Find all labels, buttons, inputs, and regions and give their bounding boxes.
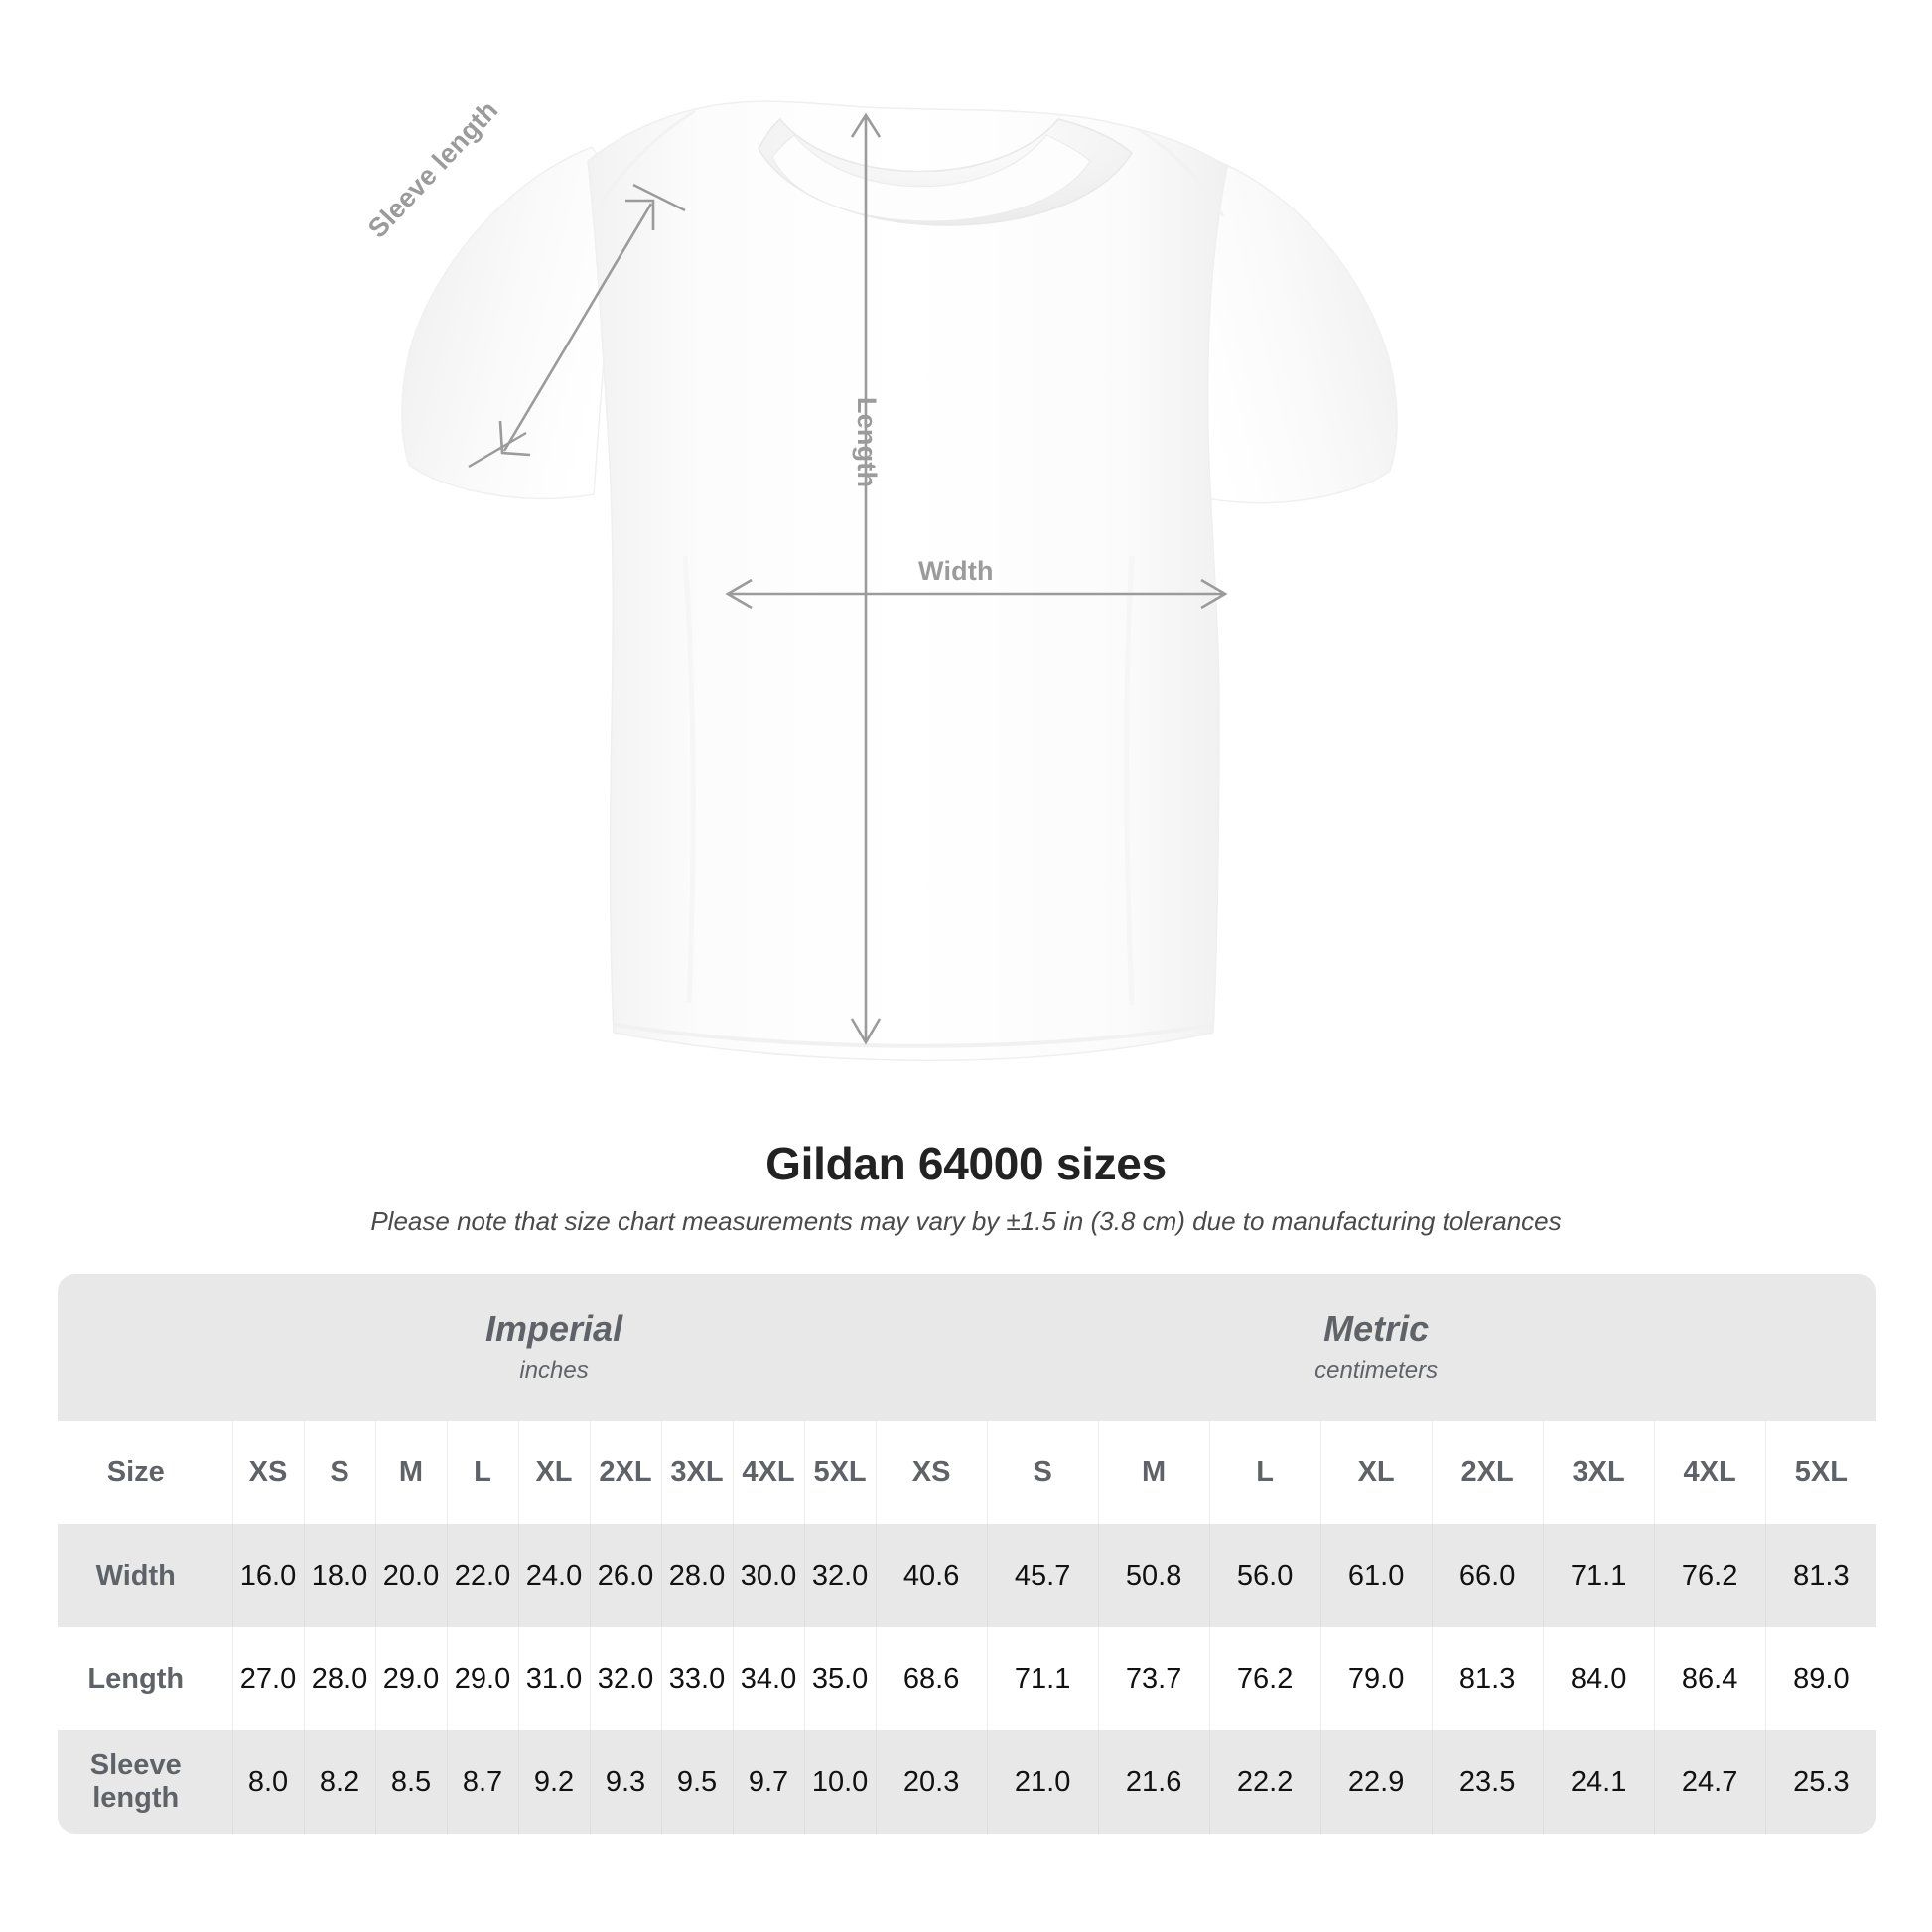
length-imperial-3xl: 33.0: [660, 1627, 733, 1730]
sleeve-imperial-m: 8.5: [374, 1730, 447, 1834]
sleeve-metric-xl: 22.9: [1319, 1730, 1433, 1834]
chart-subtitle: Please note that size chart measurements…: [370, 1206, 1562, 1236]
sleeve-imperial-s: 8.2: [303, 1730, 375, 1834]
sleeve-metric-xs: 20.3: [875, 1730, 988, 1834]
imperial-header: Imperial inches: [232, 1274, 877, 1421]
table-row-sleeve-length: Sleeve length 8.0 8.2 8.5 8.7 9.2 9.3 9.…: [58, 1730, 1877, 1834]
length-imperial-s: 28.0: [303, 1627, 375, 1730]
size-header-row: Size XS S M L XL 2XL 3XL 4XL 5XL XS S M …: [58, 1421, 1877, 1524]
row-label-width: Width: [58, 1524, 232, 1627]
sleeve-metric-4xl: 24.7: [1653, 1730, 1766, 1834]
imperial-title: Imperial: [485, 1309, 623, 1350]
length-metric-3xl: 84.0: [1542, 1627, 1655, 1730]
sleeve-imperial-2xl: 9.3: [589, 1730, 661, 1834]
length-imperial-xl: 31.0: [517, 1627, 590, 1730]
size-col-imperial-l: L: [446, 1421, 518, 1524]
length-metric-4xl: 86.4: [1653, 1627, 1766, 1730]
width-metric-2xl: 66.0: [1431, 1524, 1544, 1627]
width-imperial-5xl: 32.0: [803, 1524, 877, 1627]
width-metric-xl: 61.0: [1319, 1524, 1433, 1627]
unit-header-row: Imperial inches Metric centimeters: [58, 1274, 1877, 1421]
length-imperial-xs: 27.0: [231, 1627, 304, 1730]
length-imperial-5xl: 35.0: [803, 1627, 877, 1730]
sleeve-imperial-4xl: 9.7: [732, 1730, 804, 1834]
row-label-sleeve-length: Sleeve length: [58, 1730, 232, 1834]
width-metric-m: 50.8: [1097, 1524, 1210, 1627]
length-imperial-m: 29.0: [374, 1627, 447, 1730]
sleeve-imperial-3xl: 9.5: [660, 1730, 733, 1834]
tshirt-diagram: Sleeve length Length Width: [362, 95, 1398, 1062]
table-row-width: Width 16.0 18.0 20.0 22.0 24.0 26.0 28.0…: [58, 1524, 1877, 1627]
width-imperial-2xl: 26.0: [589, 1524, 661, 1627]
length-annotation: Length: [852, 397, 882, 488]
sleeve-imperial-5xl: 10.0: [803, 1730, 877, 1834]
size-col-imperial-5xl: 5XL: [803, 1421, 877, 1524]
width-imperial-3xl: 28.0: [660, 1524, 733, 1627]
sleeve-imperial-xl: 9.2: [517, 1730, 590, 1834]
measurement-arrows: [468, 112, 1228, 1045]
width-annotation: Width: [918, 556, 994, 586]
sleeve-metric-s: 21.0: [986, 1730, 1099, 1834]
sleeve-imperial-xs: 8.0: [231, 1730, 304, 1834]
sleeve-metric-5xl: 25.3: [1764, 1730, 1877, 1834]
size-col-imperial-xl: XL: [517, 1421, 590, 1524]
size-col-metric-l: L: [1208, 1421, 1321, 1524]
size-chart-table: Imperial inches Metric centimeters Size …: [58, 1274, 1877, 1834]
width-imperial-s: 18.0: [303, 1524, 375, 1627]
size-col-metric-3xl: 3XL: [1542, 1421, 1655, 1524]
size-col-metric-xl: XL: [1319, 1421, 1433, 1524]
metric-title: Metric: [1323, 1309, 1430, 1350]
width-metric-3xl: 71.1: [1542, 1524, 1655, 1627]
length-metric-l: 76.2: [1208, 1627, 1321, 1730]
length-metric-xs: 68.6: [875, 1627, 988, 1730]
row-label-length: Length: [58, 1627, 232, 1730]
width-imperial-4xl: 30.0: [732, 1524, 804, 1627]
sleeve-metric-3xl: 24.1: [1542, 1730, 1655, 1834]
size-col-metric-2xl: 2XL: [1431, 1421, 1544, 1524]
size-col-imperial-xs: XS: [231, 1421, 304, 1524]
width-metric-xs: 40.6: [875, 1524, 988, 1627]
length-imperial-l: 29.0: [446, 1627, 518, 1730]
width-imperial-m: 20.0: [374, 1524, 447, 1627]
imperial-unit: inches: [519, 1356, 589, 1384]
width-imperial-xl: 24.0: [517, 1524, 590, 1627]
length-metric-2xl: 81.3: [1431, 1627, 1544, 1730]
length-metric-xl: 79.0: [1319, 1627, 1433, 1730]
size-col-metric-m: M: [1097, 1421, 1210, 1524]
length-imperial-2xl: 32.0: [589, 1627, 661, 1730]
length-metric-5xl: 89.0: [1764, 1627, 1877, 1730]
width-metric-4xl: 76.2: [1653, 1524, 1766, 1627]
length-imperial-4xl: 34.0: [732, 1627, 804, 1730]
width-metric-l: 56.0: [1208, 1524, 1321, 1627]
width-metric-5xl: 81.3: [1764, 1524, 1877, 1627]
length-metric-m: 73.7: [1097, 1627, 1210, 1730]
unit-header-spacer: [58, 1274, 232, 1421]
sleeve-metric-2xl: 23.5: [1431, 1730, 1544, 1834]
size-col-metric-s: S: [986, 1421, 1099, 1524]
size-col-imperial-m: M: [374, 1421, 447, 1524]
metric-unit: centimeters: [1314, 1356, 1439, 1384]
width-metric-s: 45.7: [986, 1524, 1099, 1627]
size-row-label: Size: [58, 1421, 232, 1524]
size-col-imperial-2xl: 2XL: [589, 1421, 661, 1524]
size-col-imperial-4xl: 4XL: [732, 1421, 804, 1524]
width-imperial-xs: 16.0: [231, 1524, 304, 1627]
length-metric-s: 71.1: [986, 1627, 1099, 1730]
size-col-metric-4xl: 4XL: [1653, 1421, 1766, 1524]
tshirt-illustration: [401, 100, 1398, 1062]
sleeve-metric-l: 22.2: [1208, 1730, 1321, 1834]
sleeve-metric-m: 21.6: [1097, 1730, 1210, 1834]
width-imperial-l: 22.0: [446, 1524, 518, 1627]
size-col-metric-xs: XS: [875, 1421, 988, 1524]
table-row-length: Length 27.0 28.0 29.0 29.0 31.0 32.0 33.…: [58, 1627, 1877, 1730]
chart-title: Gildan 64000 sizes: [765, 1138, 1167, 1189]
size-col-metric-5xl: 5XL: [1764, 1421, 1877, 1524]
size-col-imperial-s: S: [303, 1421, 375, 1524]
sleeve-imperial-l: 8.7: [446, 1730, 518, 1834]
size-col-imperial-3xl: 3XL: [660, 1421, 733, 1524]
metric-header: Metric centimeters: [876, 1274, 1877, 1421]
